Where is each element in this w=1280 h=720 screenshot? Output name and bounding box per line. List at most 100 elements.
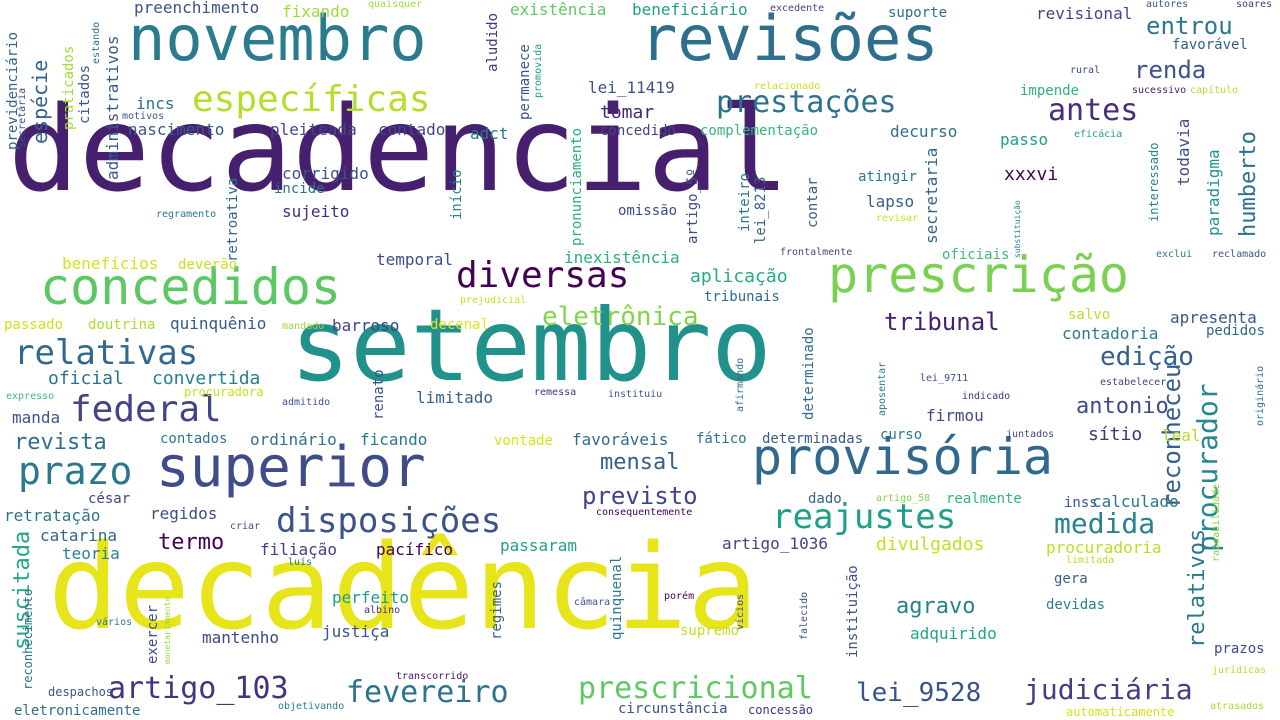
word-concessao: concessão (748, 703, 814, 717)
word-secretaria-2: secretária (17, 87, 28, 148)
word-secretaria: secretaria (922, 147, 941, 244)
word-lapso: lapso (866, 192, 915, 211)
word-contado: contado (378, 120, 446, 139)
word-originario: originário (1255, 365, 1266, 426)
word-afirmando: afirmando (735, 357, 746, 412)
word-concedido: concedido (600, 123, 676, 139)
word-prescricional: prescricional (578, 671, 813, 706)
word-supremo: supremo (680, 623, 740, 639)
word-quaisquer: quaisquer (368, 0, 423, 10)
word-prescricao: prescrição (828, 246, 1130, 304)
word-todavia: todavia (1174, 118, 1193, 186)
word-relativos: relativos (1185, 528, 1210, 648)
word-exercer: exercer (145, 604, 161, 664)
word-lei-8213: lei_8213 (753, 176, 769, 244)
word-tribunais: tribunais (704, 289, 780, 305)
word-camara: câmara (574, 597, 611, 608)
word-incs: incs (136, 94, 175, 113)
word-revisional: revisional (1036, 4, 1133, 23)
word-porem: porém (664, 591, 695, 602)
word-favoraveis: favoráveis (572, 430, 669, 449)
word-remessa: remessa (534, 387, 577, 398)
word-varios: vários (96, 617, 133, 628)
word-procuradora: procuradora (184, 385, 264, 399)
word-citados: citados (77, 64, 93, 124)
word-reconhecimento: reconhecimento (21, 588, 35, 690)
word-automaticamente: automaticamente (1066, 705, 1175, 719)
word-eletronica: eletrônica (542, 302, 699, 332)
word-renda: renda (1134, 56, 1207, 84)
word-provisoria: provisória (752, 428, 1054, 486)
word-revista: revista (14, 430, 107, 455)
word-prestacoes: prestações (716, 85, 897, 120)
word-monetariamente: monetariamente (163, 596, 172, 664)
word-aludido: aludido (485, 12, 501, 72)
word-capitulo: capítulo (1190, 85, 1239, 96)
word-substituicao: substituição (1013, 200, 1022, 258)
word-eficacia: eficácia (1074, 129, 1123, 140)
word-prejudicial: prejudicial (460, 295, 527, 306)
word-artigo-1036: artigo_1036 (722, 534, 828, 553)
word-aplicacao: aplicação (690, 266, 788, 287)
word-inteiro: inteiro (737, 172, 753, 232)
word-transcorrido: transcorrido (396, 671, 469, 682)
word-lei-9528: lei_9528 (856, 678, 982, 708)
word-revisar: revisar (876, 213, 919, 224)
word-decadencial: decadencial (8, 80, 790, 218)
word-antonio: antonio (1076, 394, 1169, 419)
word-sujeito: sujeito (282, 202, 350, 221)
word-oficiais: oficiais (942, 247, 1010, 263)
word-tribunal: tribunal (884, 308, 1000, 336)
word-contar: contar (805, 177, 821, 228)
word-atrasados: atrasados (1210, 701, 1265, 712)
word-divulgados: divulgados (876, 534, 985, 555)
word-sucessivo: sucessivo (1132, 85, 1187, 96)
word-sitio: sítio (1088, 424, 1143, 445)
word-adct: adct (470, 124, 509, 143)
word-aposentar: aposentar (877, 361, 888, 416)
word-entrou: entrou (1146, 12, 1233, 40)
word-reclamado: reclamado (1212, 249, 1267, 260)
word-incide: incide (274, 181, 325, 197)
word-mensal: mensal (600, 450, 680, 475)
word-corrigido: corrigido (282, 164, 369, 183)
word-instituicao: instituição (845, 565, 861, 658)
word-circunstancia: circunstância (618, 701, 728, 717)
word-relativas: relativas (14, 333, 199, 373)
word-calculado: calculado (1092, 492, 1179, 511)
word-termo: termo (158, 530, 225, 555)
word-indicado: indicado (962, 391, 1011, 402)
word-razoabilidade: razoabilidade (1211, 483, 1222, 562)
word-fatico: fático (696, 431, 747, 447)
word-fixando: fixando (282, 2, 350, 21)
word-tomar: tomar (600, 102, 655, 123)
word-objetivando: objetivando (278, 701, 345, 712)
word-dado: dado (808, 491, 842, 507)
word-barroso: barroso (332, 316, 400, 335)
word-revisoes: revisões (640, 2, 939, 75)
word-juntados: juntados (1006, 429, 1055, 440)
word-firmou: firmou (926, 406, 984, 425)
word-favoravel: favorável (1172, 37, 1248, 53)
word-soares: soares (1236, 0, 1273, 10)
word-estabelecer: estabelecer (1100, 377, 1167, 388)
word-retroativa: retroativa (225, 177, 241, 262)
word-determinado: determinado (801, 327, 817, 420)
word-realmente: realmente (946, 491, 1022, 507)
word-oficial: oficial (48, 368, 124, 389)
word-leal: leal (1162, 426, 1201, 445)
word-manda: manda (12, 408, 61, 427)
word-pleiteada: pleiteada (270, 120, 357, 139)
word-regramento: regramento (156, 209, 217, 220)
word-diversas: diversas (456, 255, 630, 296)
word-previsto: previsto (582, 482, 698, 510)
word-autores: autores (1146, 0, 1189, 10)
word-limitado: limitado (416, 388, 494, 407)
word-inss: inss (1064, 495, 1098, 511)
word-decenal: decenal (430, 317, 490, 333)
word-inexistencia: inexistência (564, 248, 680, 267)
word-decadencia: decadência (48, 518, 759, 656)
word-pedidos: pedidos (1206, 323, 1266, 339)
word-determinadas: determinadas (762, 431, 864, 447)
word-agravo: agravo (896, 594, 976, 619)
